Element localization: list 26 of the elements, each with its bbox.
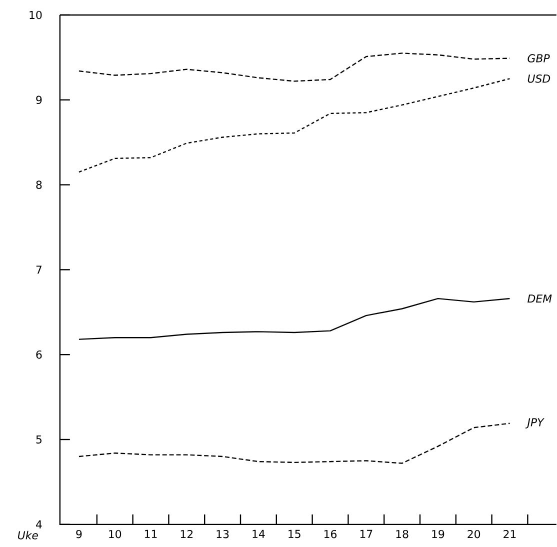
x-tick-label: 13 [216, 530, 229, 538]
x-tick-label: 20 [468, 530, 480, 538]
y-tick-label: 9 [36, 96, 42, 104]
x-tick-label: 10 [109, 530, 122, 538]
x-axis-title: Uke [18, 530, 38, 540]
x-tick-label: 16 [324, 530, 337, 538]
y-tick-label: 8 [36, 180, 42, 189]
series-label: DEM [528, 294, 552, 302]
series-label: GBP [528, 54, 550, 62]
x-tick-label: 9 [76, 530, 82, 538]
y-tick-label: 5 [36, 435, 42, 444]
series-label: USD [528, 74, 550, 83]
x-tick-label: 17 [360, 530, 372, 538]
x-tick-label: 21 [504, 530, 516, 538]
y-tick-label: 6 [36, 350, 42, 359]
series-label: JPY [525, 418, 544, 428]
x-tick-label: 19 [432, 530, 444, 538]
y-tick-label: 4 [36, 520, 42, 528]
x-tick-label: 11 [144, 530, 157, 538]
x-tick-label: 12 [180, 530, 193, 538]
x-tick-label: 15 [288, 530, 300, 538]
y-tick-label: 7 [36, 266, 42, 274]
y-tick-label: 10 [30, 10, 42, 19]
line-series [78, 298, 510, 340]
x-tick-label: 14 [252, 530, 265, 538]
x-tick-label: 18 [396, 530, 408, 538]
